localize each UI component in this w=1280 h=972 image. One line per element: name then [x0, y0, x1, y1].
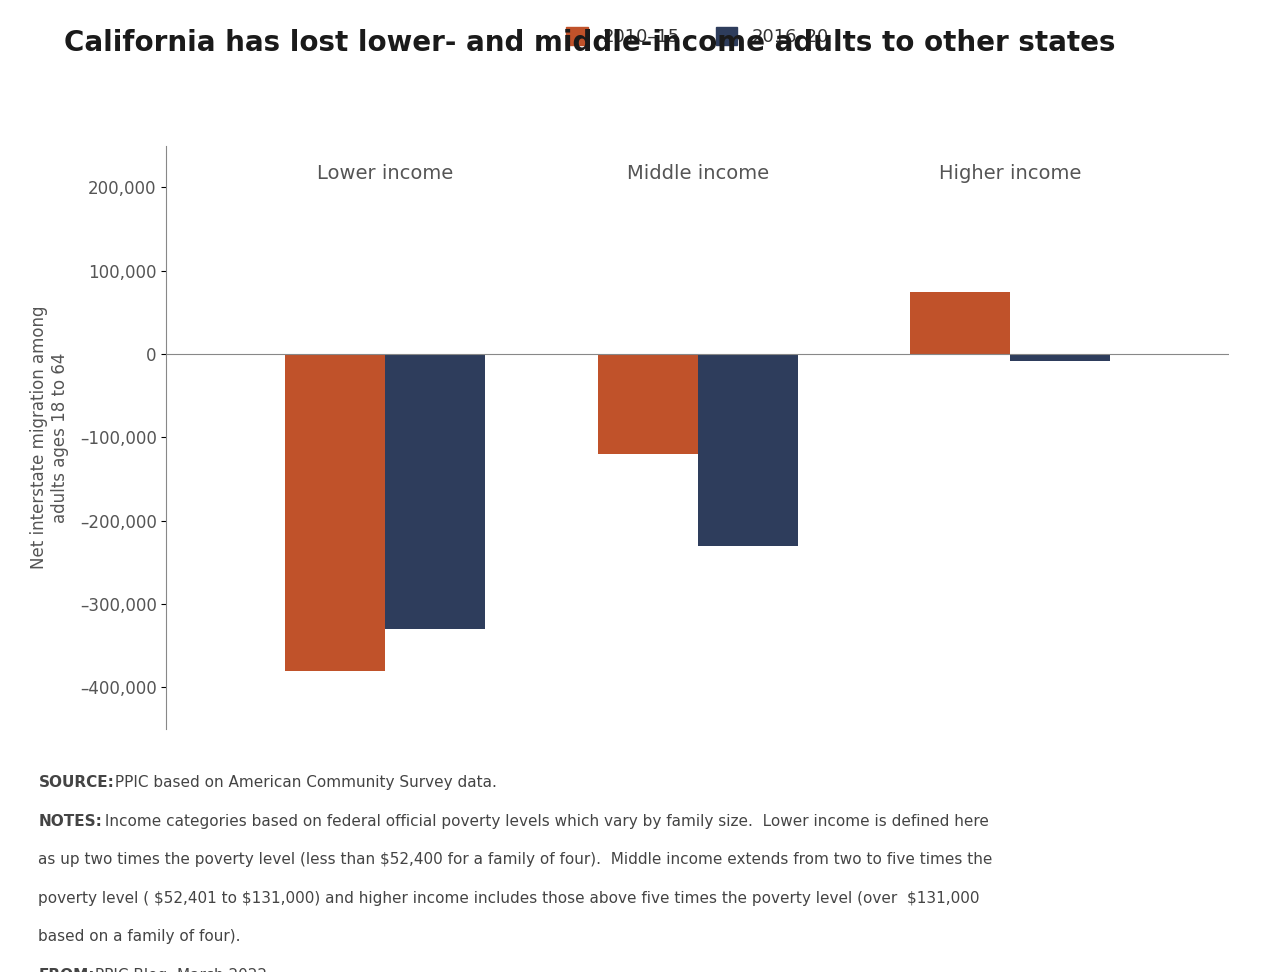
- Bar: [285, 354, 385, 671]
- Text: based on a family of four).: based on a family of four).: [38, 929, 241, 944]
- Text: PPIC Blog, March 2022.: PPIC Blog, March 2022.: [90, 968, 271, 972]
- Text: NOTES:: NOTES:: [38, 814, 102, 829]
- Text: California has lost lower- and middle-income adults to other states: California has lost lower- and middle-in…: [64, 29, 1115, 57]
- Text: Higher income: Higher income: [940, 164, 1082, 184]
- Y-axis label: Net interstate migration among
adults ages 18 to 64: Net interstate migration among adults ag…: [29, 305, 69, 570]
- Text: Middle income: Middle income: [626, 164, 769, 184]
- Text: as up two times the poverty level (less than $52,400 for a family of four).  Mid: as up two times the poverty level (less …: [38, 852, 993, 867]
- Bar: [698, 354, 797, 545]
- Legend: 2010–15, 2016–20: 2010–15, 2016–20: [566, 26, 829, 46]
- Text: Income categories based on federal official poverty levels which vary by family : Income categories based on federal offic…: [100, 814, 988, 829]
- Bar: [385, 354, 485, 629]
- Text: Lower income: Lower income: [317, 164, 453, 184]
- Text: poverty level ( $52,401 to $131,000) and higher income includes those above five: poverty level ( $52,401 to $131,000) and…: [38, 890, 980, 906]
- Bar: [910, 292, 1010, 354]
- Text: SOURCE:: SOURCE:: [38, 776, 114, 790]
- Bar: [1010, 354, 1110, 361]
- Bar: [598, 354, 698, 454]
- Text: FROM:: FROM:: [38, 968, 95, 972]
- Text: PPIC based on American Community Survey data.: PPIC based on American Community Survey …: [110, 776, 497, 790]
